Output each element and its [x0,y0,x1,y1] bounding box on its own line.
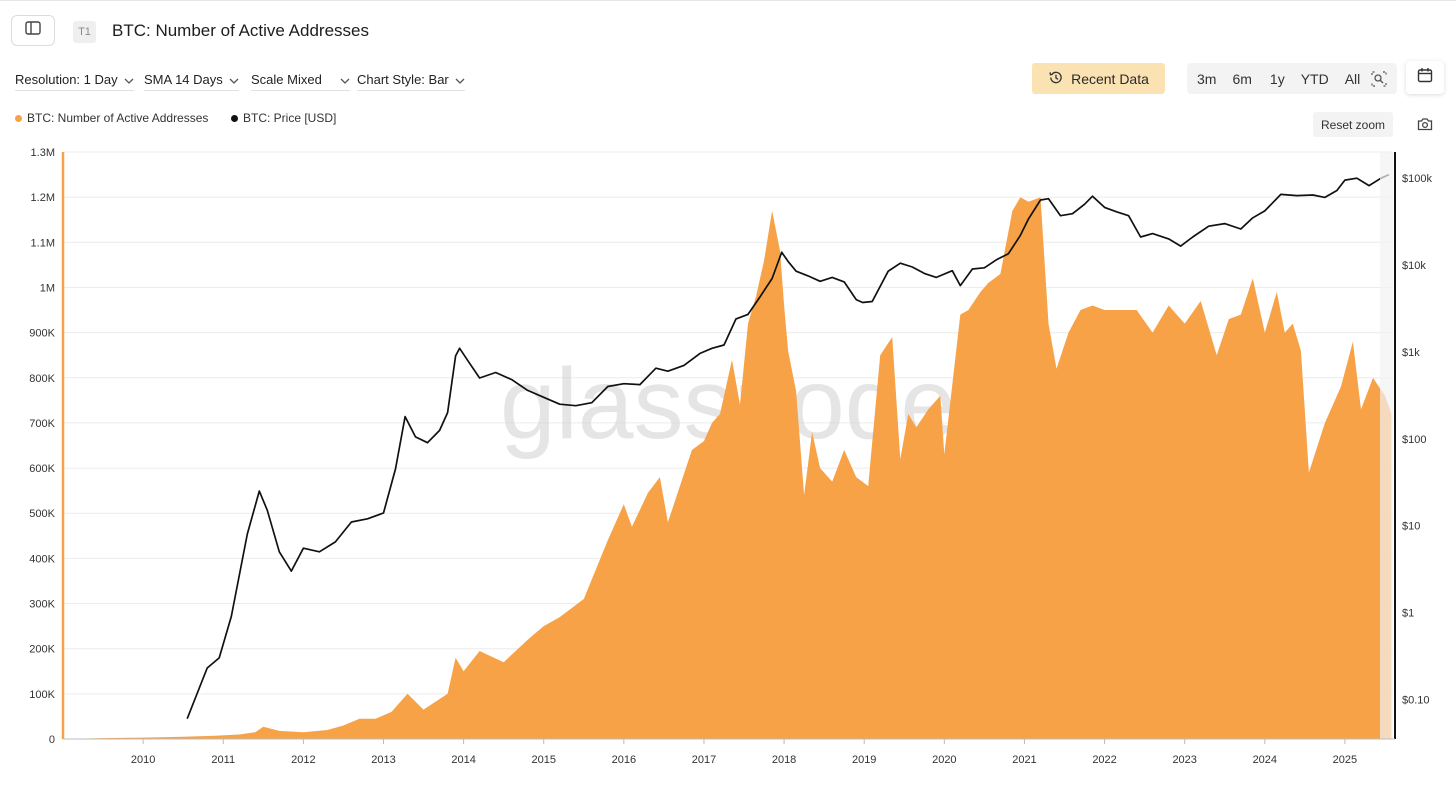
right-tick-label: $100 [1402,434,1426,446]
calendar-button[interactable] [1406,61,1444,94]
legend-label: BTC: Number of Active Addresses [27,111,209,125]
left-tick-label: 300K [29,599,55,611]
x-tick-label: 2020 [932,754,956,766]
right-tick-label: $10k [1402,260,1426,272]
reset-zoom-button[interactable]: Reset zoom [1313,112,1393,137]
sma-label: SMA 14 Days [144,71,223,87]
x-tick-label: 2017 [692,754,716,766]
right-tick-label: $1k [1402,347,1420,359]
calendar-icon [1417,67,1433,88]
x-tick-label: 2012 [291,754,315,766]
x-tick-label: 2022 [1092,754,1116,766]
scale-dropdown[interactable]: Scale Mixed [251,68,350,91]
page-title: BTC: Number of Active Addresses [112,21,369,40]
left-tick-label: 700K [29,418,55,430]
series-active-addresses-area [63,197,1392,739]
range-all-button[interactable]: All [1344,70,1361,87]
resolution-label: Resolution: 1 Day [15,71,118,87]
range-6m-button[interactable]: 6m [1232,70,1252,87]
left-tick-label: 1.2M [31,192,55,204]
left-tick-label: 1M [40,282,55,294]
sidebar-icon [25,21,41,40]
series-price-line [186,173,1390,720]
right-tick-label: $1 [1402,608,1414,620]
x-tick-label: 2014 [451,754,475,766]
top-border [0,0,1456,1]
right-axis-ticks: $0.10 $1 $10 $100 $1k $10k $100k [1402,173,1432,706]
legend-item-active-addresses[interactable]: BTC: Number of Active Addresses [15,111,208,125]
chart-style-dropdown[interactable]: Chart Style: Bar [357,68,465,91]
camera-icon[interactable] [1414,114,1436,134]
x-tick-label: 2013 [371,754,395,766]
right-tick-label: $100k [1402,173,1432,185]
left-tick-label: 400K [29,553,55,565]
scale-label: Scale Mixed [251,71,322,87]
x-tick-label: 2024 [1253,754,1277,766]
left-tick-label: 200K [29,644,55,656]
x-tick-label: 2019 [852,754,876,766]
right-tick-label: $10 [1402,521,1420,533]
x-tick-label: 2018 [772,754,796,766]
navigator-strip [1380,152,1393,739]
range-1y-button[interactable]: 1y [1269,70,1285,87]
time-range-group: 3m 6m 1y YTD All [1187,63,1397,94]
resolution-dropdown[interactable]: Resolution: 1 Day [15,68,134,91]
zoom-search-icon[interactable] [1371,70,1387,87]
left-tick-label: 500K [29,508,55,520]
x-axis-ticks: 2010 2011 2012 2013 2014 2015 2016 2017 2018 2019… [131,739,1357,766]
chart-style-label: Chart Style: Bar [357,71,449,87]
x-tick-label: 2011 [211,754,235,766]
left-tick-label: 0 [49,734,55,746]
legend-item-price[interactable]: BTC: Price [USD] [231,111,336,125]
range-ytd-button[interactable]: YTD [1300,70,1329,87]
tier-badge: T1 [73,21,96,43]
chevron-down-icon [124,72,134,87]
chevron-down-icon [455,72,465,87]
x-tick-label: 2016 [612,754,636,766]
left-tick-label: 600K [29,463,55,475]
x-tick-label: 2021 [1012,754,1036,766]
sma-dropdown[interactable]: SMA 14 Days [144,68,239,91]
x-tick-label: 2023 [1172,754,1196,766]
left-tick-label: 1.1M [31,237,55,249]
legend-dot [231,114,238,122]
legend-dot [15,114,22,122]
recent-data-label: Recent Data [1071,70,1149,87]
left-tick-label: 800K [29,373,55,385]
x-tick-label: 2015 [531,754,555,766]
left-tick-label: 900K [29,328,55,340]
history-icon [1048,70,1063,88]
chevron-down-icon [340,72,350,87]
sidebar-toggle-button[interactable] [11,15,55,46]
left-tick-label: 100K [29,689,55,701]
recent-data-button[interactable]: Recent Data [1032,63,1165,94]
legend-label: BTC: Price [USD] [243,111,337,125]
range-3m-button[interactable]: 3m [1197,70,1217,87]
right-tick-label: $0.10 [1402,694,1430,706]
x-tick-label: 2025 [1333,754,1357,766]
chevron-down-icon [229,72,239,87]
left-axis-ticks: 0 100K 200K 300K 400K 500K 600K 700K 800K 900K 1M 1… [29,147,55,746]
x-tick-label: 2010 [131,754,155,766]
left-tick-label: 1.3M [31,147,55,159]
